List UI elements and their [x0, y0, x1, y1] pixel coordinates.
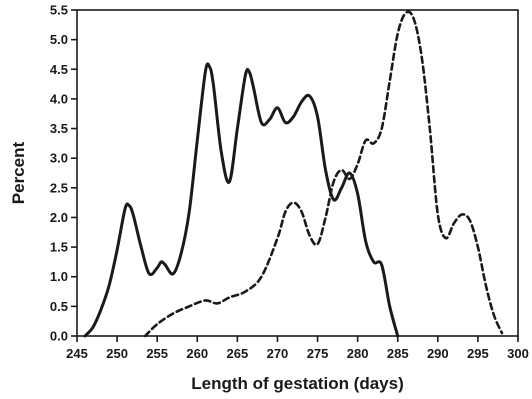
solid-series-line: [83, 62, 400, 338]
x-tick-label: 295: [467, 346, 489, 361]
x-tick-label: 285: [387, 346, 409, 361]
y-tick-label: 5.5: [50, 3, 68, 18]
y-tick-label: 4.0: [50, 91, 68, 106]
x-tick-label: 280: [347, 346, 369, 361]
x-axis-title: Length of gestation (days): [191, 374, 404, 393]
x-tick-label: 270: [267, 346, 289, 361]
x-tick-label: 250: [106, 346, 128, 361]
y-tick-label: 2.5: [50, 180, 68, 195]
y-tick-label: 5.0: [50, 32, 68, 47]
x-tick-label: 260: [186, 346, 208, 361]
plot-frame: [76, 9, 519, 337]
y-axis-title: Percent: [9, 141, 28, 204]
x-tick-label: 290: [427, 346, 449, 361]
y-tick-label: 0.0: [50, 329, 68, 344]
y-tick-label: 1.0: [50, 269, 68, 284]
dashed-series-line: [143, 10, 504, 338]
series-group: [83, 10, 504, 338]
y-tick-label: 3.5: [50, 121, 68, 136]
x-tick-label: 265: [227, 346, 249, 361]
y-tick-label: 0.5: [50, 299, 68, 314]
y-tick-label: 1.5: [50, 240, 68, 255]
y-axis: 0.0 0.5 1.0 1.5 2.0 2.5 3.0 3.5 4.0 4.5 5.0 5.5: [50, 3, 77, 344]
x-axis: 245 250 255 260 265 270 275 280 285 290 295 300: [66, 336, 529, 361]
x-tick-label: 275: [307, 346, 329, 361]
x-tick-label: 245: [66, 346, 88, 361]
plot-frame-group: [76, 9, 519, 337]
y-tick-label: 3.0: [50, 151, 68, 166]
y-tick-label: 2.0: [50, 210, 68, 225]
y-tick-label: 4.5: [50, 62, 68, 77]
x-tick-label: 255: [146, 346, 168, 361]
x-tick-label: 300: [507, 346, 529, 361]
